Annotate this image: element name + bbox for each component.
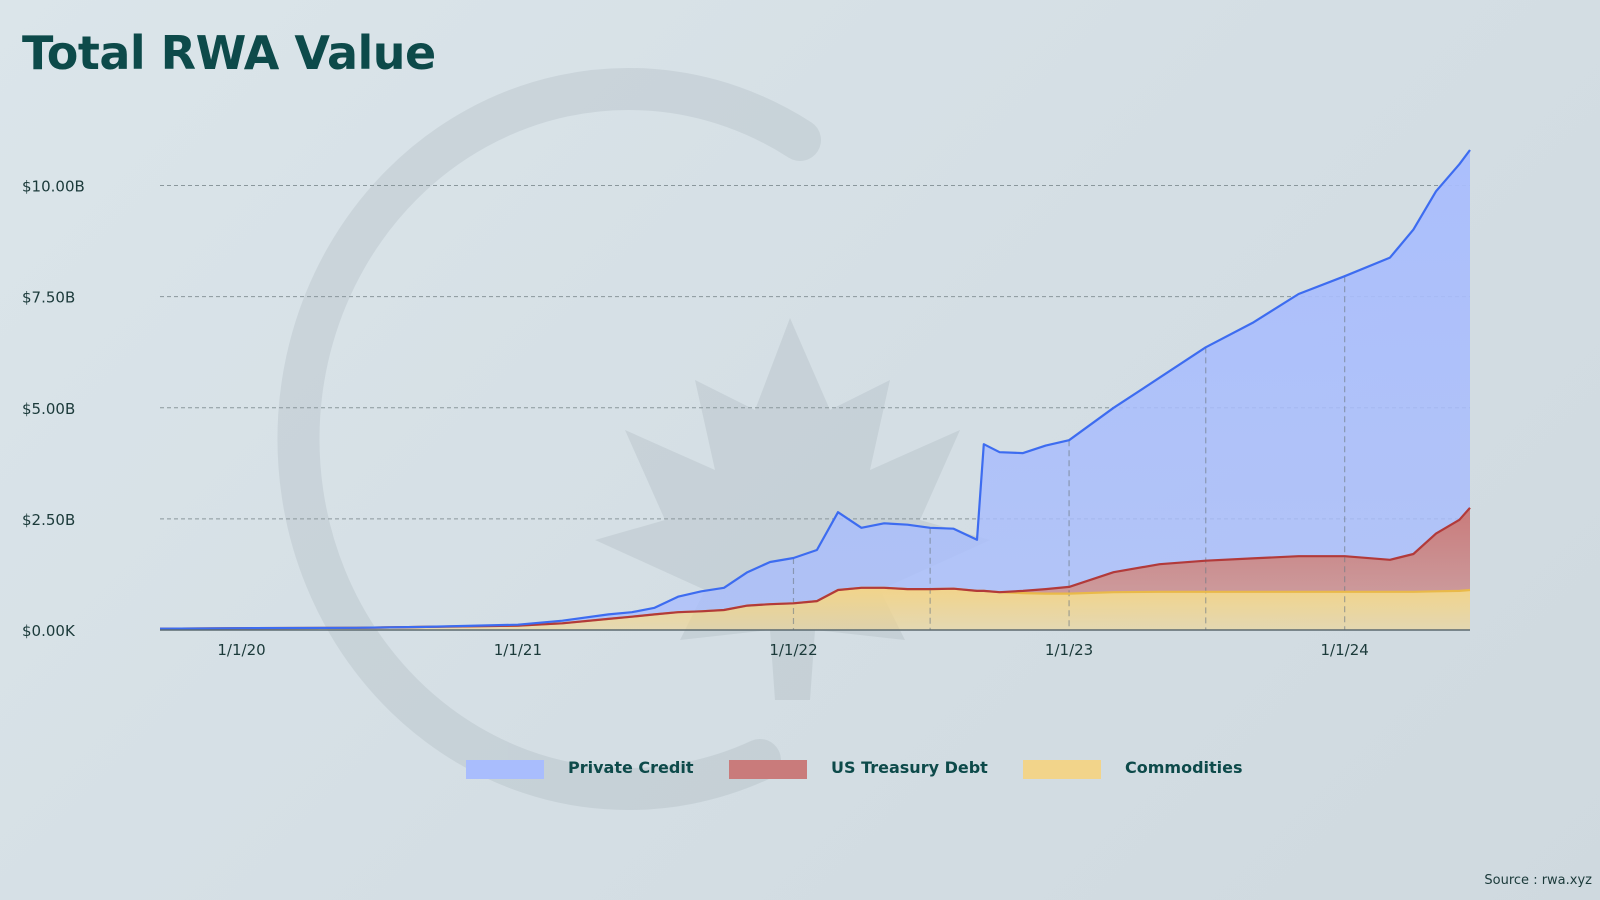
line-private-credit bbox=[159, 149, 1471, 630]
line-us-treasury-debt bbox=[159, 507, 1471, 630]
watermark-logo bbox=[277, 68, 990, 810]
y-tick-label: $5.00B bbox=[22, 400, 75, 418]
x-tick-label: 1/1/24 bbox=[1321, 641, 1369, 659]
source-note: Source : rwa.xyz bbox=[1484, 873, 1592, 888]
watermark-ring bbox=[277, 68, 821, 810]
legend-swatch-private-credit bbox=[466, 760, 544, 779]
x-tick-label: 1/1/21 bbox=[494, 641, 542, 659]
area-us-treasury-debt bbox=[160, 507, 1470, 629]
y-tick-label: $7.50B bbox=[22, 289, 75, 307]
legend-label-private-credit: Private Credit bbox=[568, 758, 694, 777]
y-tick-label: $0.00K bbox=[22, 622, 76, 640]
area-commodities bbox=[160, 587, 1470, 630]
x-tick-label: 1/1/23 bbox=[1045, 641, 1093, 659]
y-tick-label: $10.00B bbox=[22, 178, 85, 196]
watermark-leaf-icon bbox=[595, 318, 990, 700]
legend-label-commodities: Commodities bbox=[1125, 758, 1243, 777]
legend-swatch-us-treasury-debt bbox=[729, 760, 807, 779]
y-tick-label: $2.50B bbox=[22, 511, 75, 529]
x-tick-label: 1/1/22 bbox=[769, 641, 817, 659]
chart-legend: Private Credit US Treasury Debt Commodit… bbox=[0, 756, 1600, 786]
legend-swatch-commodities bbox=[1023, 760, 1101, 779]
chart-title: Total RWA Value bbox=[22, 26, 436, 80]
x-tick-label: 1/1/20 bbox=[217, 641, 265, 659]
area-private-credit-shade bbox=[160, 150, 1470, 629]
legend-label-us-treasury-debt: US Treasury Debt bbox=[831, 758, 988, 777]
